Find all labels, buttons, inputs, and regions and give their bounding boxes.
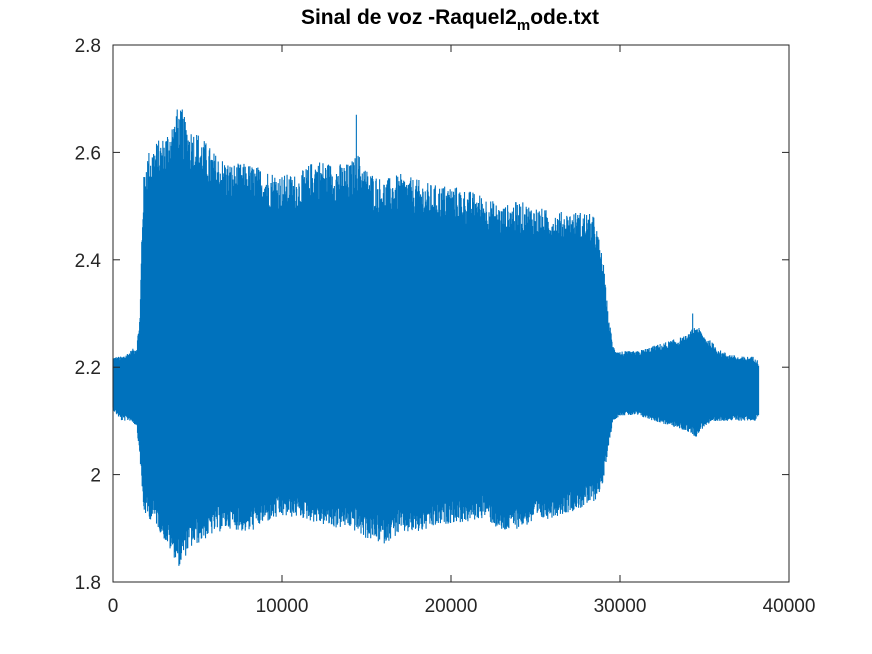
- y-tick-label: 2.8: [75, 36, 101, 57]
- y-tick-label: 1.8: [75, 573, 101, 594]
- x-tick-label: 40000: [763, 596, 816, 617]
- chart-title-suffix: ode.txt: [530, 6, 599, 29]
- y-tick-label: 2.2: [75, 358, 101, 379]
- y-tick-label: 2.4: [75, 251, 102, 272]
- x-tick-label: 20000: [425, 596, 478, 617]
- chart-title-main: Sinal de voz -Raquel2: [301, 6, 517, 29]
- x-tick-label: 30000: [594, 596, 647, 617]
- y-tick-label: 2.6: [75, 143, 101, 164]
- x-tick-label: 0: [108, 596, 119, 617]
- x-axis-ticks: 0 10000 20000 30000 40000: [108, 45, 816, 617]
- y-tick-label: 2: [90, 466, 101, 487]
- chart-title-subscript: m: [517, 17, 530, 34]
- x-tick-label: 10000: [256, 596, 309, 617]
- chart-title: Sinal de voz -Raquel2mode.txt: [301, 6, 599, 34]
- plot-area: 0 10000 20000 30000 40000 1.8 2 2.2 2.4 2.6 2.8: [75, 36, 816, 617]
- y-axis-ticks: 1.8 2 2.2 2.4 2.6 2.8: [75, 36, 789, 594]
